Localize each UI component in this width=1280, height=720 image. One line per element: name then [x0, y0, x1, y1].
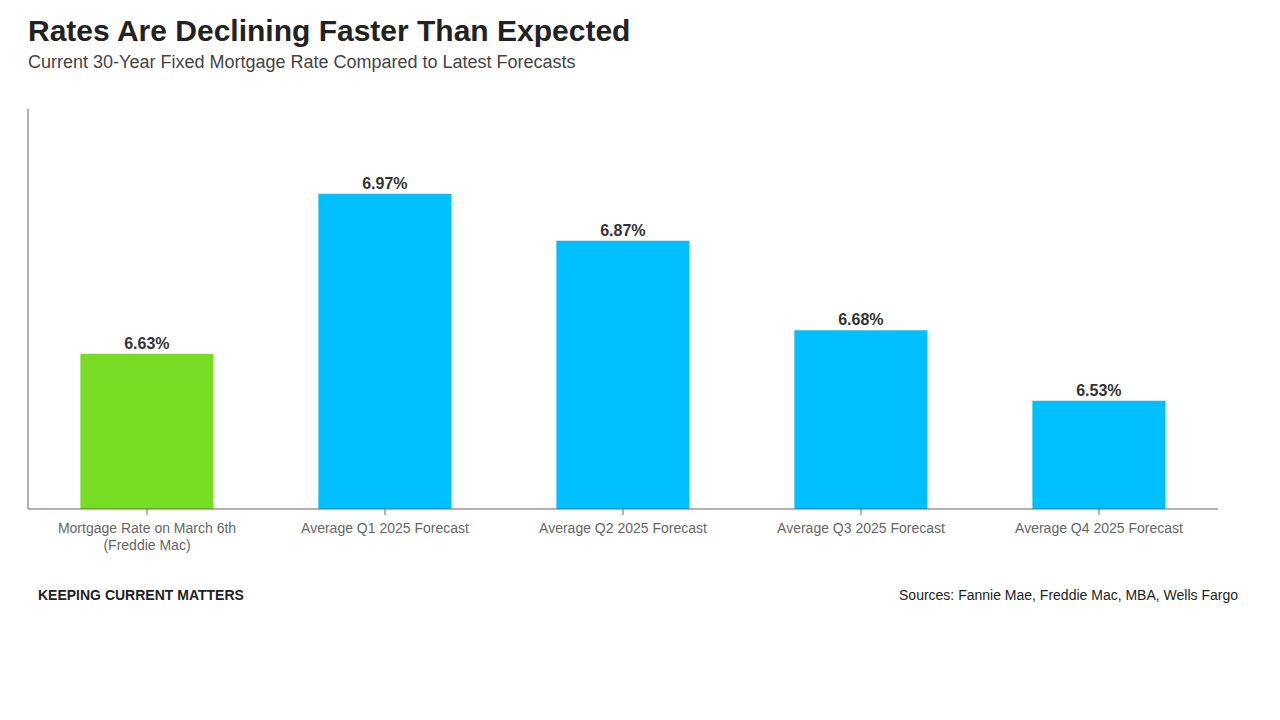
html-text:Rates Are Declining Faster Tha: Rates Are Declining Faster Than Expected — [28, 14, 631, 47]
svg-text:Average Q3 2025 Forecast: Average Q3 2025 Forecast — [777, 520, 945, 536]
svg-text:6.68%: 6.68% — [838, 311, 883, 328]
svg-text:Average Q4 2025 Forecast: Average Q4 2025 Forecast — [1015, 520, 1183, 536]
svg-text:Mortgage Rate on March 6th(Fre: Mortgage Rate on March 6th(Freddie Mac) — [58, 520, 236, 553]
svg-text:6.87%: 6.87% — [600, 222, 645, 239]
html-text:Current 30-Year Fixed Mortgage: Current 30-Year Fixed Mortgage Rate Comp… — [28, 52, 576, 72]
html-text:KEEPING CURRENT MATTERS: KEEPING CURRENT MATTERS — [38, 587, 244, 603]
svg-text:6.97%: 6.97% — [362, 175, 407, 192]
svg-text:Average Q2 2025 Forecast: Average Q2 2025 Forecast — [539, 520, 707, 536]
svg-text:6.63%: 6.63% — [124, 335, 169, 352]
svg-text:Average Q1 2025 Forecast: Average Q1 2025 Forecast — [301, 520, 469, 536]
html-text:Sources: Fannie Mae, Freddie M: Sources: Fannie Mae, Freddie Mac, MBA, W… — [899, 587, 1238, 603]
svg-text:6.53%: 6.53% — [1076, 382, 1121, 399]
